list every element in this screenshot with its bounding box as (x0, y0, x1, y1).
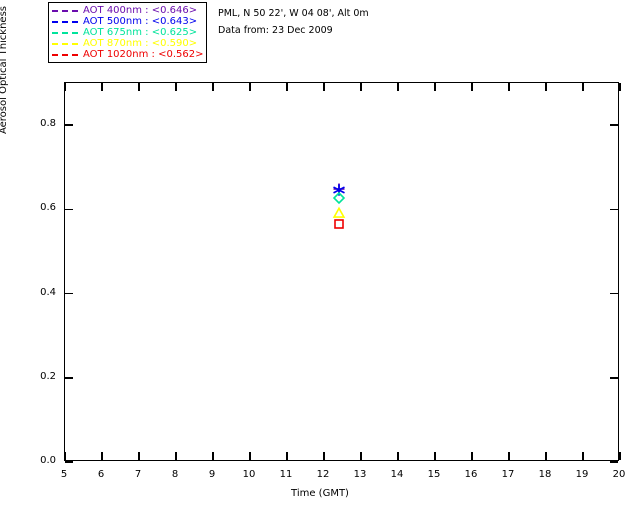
x-axis-tick-label: 20 (612, 469, 626, 480)
x-axis-tick-label: 19 (575, 469, 589, 480)
data-point-marker (332, 184, 345, 197)
y-axis-tick (610, 461, 618, 463)
x-axis-tick (471, 452, 473, 460)
plot-area (64, 82, 621, 463)
x-axis-tick (138, 83, 140, 91)
y-axis-tick (65, 461, 73, 463)
legend-item: AOT 675nm : <0.625> (52, 27, 202, 38)
legend-line-swatch (52, 9, 78, 12)
x-axis-tick (582, 83, 584, 91)
x-axis-tick (101, 83, 103, 91)
y-axis-tick (610, 124, 618, 126)
legend-item-label: AOT 870nm : <0.590> (83, 38, 198, 49)
x-axis-tick (434, 83, 436, 91)
chart-legend: AOT 400nm : <0.646> AOT 500nm : <0.643> AO… (48, 2, 207, 63)
y-axis-tick-label: 0.0 (40, 455, 56, 466)
legend-item-label: AOT 1020nm : <0.562> (83, 49, 204, 60)
x-axis-tick (212, 83, 214, 91)
y-axis-tick (610, 292, 618, 295)
y-axis-tick (65, 377, 73, 379)
x-axis-tick-label: 10 (242, 469, 256, 480)
data-point-marker (332, 206, 345, 219)
x-axis-tick (249, 83, 251, 91)
x-axis-tick-label: 17 (501, 469, 515, 480)
x-axis-tick-label: 18 (538, 469, 552, 480)
x-axis-tick-label: 6 (97, 469, 105, 480)
chart-subtitle: Data from: 23 Dec 2009 (218, 25, 333, 36)
x-axis-tick-label: 13 (353, 469, 367, 480)
y-axis-tick (610, 377, 618, 379)
y-axis-tick-label: 0.2 (40, 370, 56, 382)
x-axis-tick (175, 83, 177, 91)
legend-line-swatch (52, 53, 78, 56)
x-axis-tick (64, 83, 66, 91)
x-axis-tick-label: 11 (279, 469, 293, 480)
legend-item: AOT 400nm : <0.646> (52, 5, 202, 16)
x-axis-tick (582, 452, 584, 460)
x-axis-tick (508, 452, 510, 460)
x-axis-label: Time (GMT) (291, 488, 349, 499)
legend-line-swatch (52, 31, 78, 34)
x-axis-tick (101, 452, 103, 460)
y-axis-label: Aerosol Optical Thickness (0, 5, 9, 135)
legend-item-label: AOT 400nm : <0.646> (83, 5, 198, 16)
x-axis-tick (323, 83, 325, 91)
x-axis-tick (434, 452, 436, 460)
x-axis-tick (508, 83, 510, 91)
x-axis-tick (619, 452, 621, 460)
y-axis-tick (65, 208, 73, 211)
y-axis-tick (65, 292, 73, 295)
x-axis-tick-label: 15 (427, 469, 441, 480)
x-axis-tick-label: 8 (171, 469, 179, 480)
chart-title: PML, N 50 22', W 04 08', Alt 0m (218, 8, 369, 19)
x-axis-tick (64, 452, 66, 460)
legend-item-label: AOT 500nm : <0.643> (83, 16, 198, 27)
legend-item: AOT 500nm : <0.643> (52, 16, 202, 27)
x-axis-tick (397, 83, 399, 91)
x-axis-tick-label: 5 (60, 469, 68, 480)
legend-line-swatch (52, 20, 78, 23)
legend-item: AOT 870nm : <0.590> (52, 38, 202, 49)
x-axis-tick-label: 14 (390, 469, 404, 480)
legend-item-label: AOT 675nm : <0.625> (83, 27, 198, 38)
data-point-marker (332, 218, 345, 231)
x-axis-tick (286, 452, 288, 460)
y-axis-tick (610, 208, 618, 211)
legend-item: AOT 1020nm : <0.562> (52, 49, 204, 60)
x-axis-tick (286, 83, 288, 91)
x-axis-tick (471, 83, 473, 91)
x-axis-tick (212, 452, 214, 460)
data-point-marker (332, 191, 345, 204)
x-axis-tick (397, 452, 399, 460)
x-axis-tick (360, 83, 362, 91)
y-axis-tick-label: 0.8 (40, 118, 56, 130)
x-axis-tick (545, 452, 547, 460)
y-axis-tick-label: 0.6 (40, 202, 56, 214)
x-axis-tick-label: 9 (208, 469, 216, 480)
x-axis-tick (249, 452, 251, 460)
x-axis-tick (323, 452, 325, 460)
legend-line-swatch (52, 42, 78, 45)
x-axis-tick (619, 83, 621, 91)
x-axis-tick (138, 452, 140, 460)
x-axis-tick-label: 7 (134, 469, 142, 480)
x-axis-tick (545, 83, 547, 91)
y-axis-tick-label: 0.4 (40, 286, 56, 298)
x-axis-tick-label: 12 (316, 469, 330, 480)
x-axis-tick (175, 452, 177, 460)
x-axis-tick (360, 452, 362, 460)
x-axis-tick-label: 16 (464, 469, 478, 480)
y-axis-tick (65, 124, 73, 126)
